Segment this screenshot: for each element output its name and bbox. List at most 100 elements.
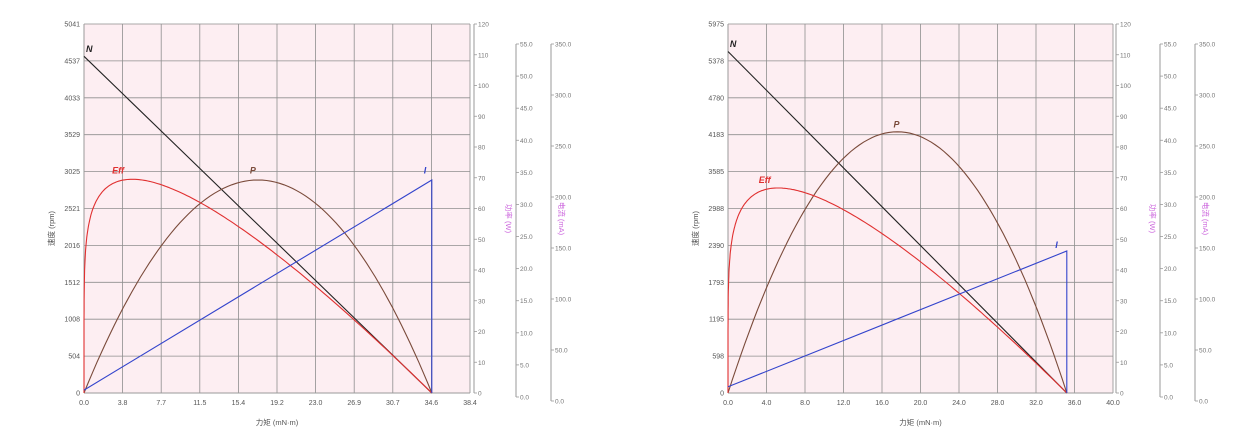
x-tick-label: 0.0: [79, 400, 89, 407]
y-right1-axis-tick-label: 100: [478, 83, 489, 90]
y-right1-axis-title: 功率 (W): [1148, 204, 1158, 234]
x-tick-label: 3.8: [118, 400, 128, 407]
curve-label-p: P: [894, 119, 901, 129]
y-right2-axis-tick-label: 50.0: [1164, 74, 1177, 81]
y-left-tick-label: 5041: [64, 22, 80, 29]
curve-label-i: I: [424, 165, 427, 175]
y-right2-axis-tick-label: 15.0: [1164, 298, 1177, 305]
curve-label-n: N: [730, 39, 737, 49]
y-right2-axis-tick-label: 15.0: [520, 298, 533, 305]
y-right2-axis-tick-label: 10.0: [1164, 330, 1177, 337]
y-right2-axis-tick-label: 35.0: [520, 170, 533, 177]
y-right2-axis-tick-label: 35.0: [1164, 170, 1177, 177]
series-line-i: [727, 250, 1068, 393]
series-line-n: [727, 51, 1068, 394]
y-right2-axis-tick-label: 5.0: [520, 362, 529, 369]
x-tick-label: 30.7: [386, 400, 400, 407]
x-tick-label: 0.0: [723, 400, 733, 407]
y-right3-axis-tick-label: 150.0: [1199, 246, 1216, 253]
y-right1-axis-title: 功率 (W): [504, 204, 514, 234]
y-right3-axis-tick-label: 350.0: [555, 42, 572, 49]
y-right1-axis-tick-label: 70: [478, 175, 486, 182]
y-right1-axis-tick-label: 50: [1120, 237, 1128, 244]
chart-right: 0.0 4.0 8.0 12.0 16.0 20.0 24.0 28.0 32.0 36.0 40.…: [690, 22, 1216, 428]
x-tick-label: 36.0: [1068, 400, 1082, 407]
y-right3-axis-tick-label: 250.0: [555, 144, 572, 151]
y-left-tick-label: 1793: [708, 280, 724, 287]
y-right2-axis-tick-label: 55.0: [1164, 42, 1177, 49]
y-right3-axis-tick-label: 50.0: [555, 348, 568, 355]
y-left-tick-label: 5378: [708, 58, 724, 65]
y-right2-axis-tick-label: 55.0: [520, 42, 533, 49]
y-left-tick-label: 4033: [64, 95, 80, 102]
y-right1-axis-tick-label: 20: [1120, 329, 1128, 336]
x-tick-label: 38.4: [463, 400, 477, 407]
series-line-n: [83, 55, 433, 394]
y-right2-axis-tick-label: 45.0: [1164, 106, 1177, 113]
y-right1-axis-tick-label: 60: [1120, 206, 1128, 213]
y-right2-axis-tick-label: 40.0: [520, 138, 533, 145]
y-left-tick-label: 0: [720, 391, 724, 398]
y-right1-axis-tick-label: 30: [478, 298, 486, 305]
y-right2-axis-tick-label: 0.0: [1164, 395, 1173, 402]
y-left-tick-label: 1195: [709, 317, 724, 324]
x-tick-label: 20.0: [914, 400, 928, 407]
y-right3-axis-tick-label: 50.0: [1199, 348, 1212, 355]
x-tick-label: 32.0: [1029, 400, 1043, 407]
series-line-i: [83, 179, 433, 393]
y-right2-axis-tick-label: 20.0: [1164, 266, 1177, 273]
y-right1-axis-tick-label: 30: [1120, 298, 1128, 305]
y-right1-axis-tick-label: 10: [478, 360, 486, 367]
x-axis-title: 力矩 (mN·m): [256, 417, 299, 427]
y-right2-axis-tick-label: 5.0: [1164, 362, 1173, 369]
y-right1-axis-tick-label: 0: [1120, 391, 1124, 398]
x-tick-label: 11.5: [193, 400, 206, 407]
y-right1-axis-tick-label: 110: [1120, 52, 1131, 59]
y-right1-axis-tick-label: 10: [1120, 360, 1128, 367]
y-right1-axis-tick-label: 100: [1120, 83, 1131, 90]
y-right3-axis-tick-label: 100.0: [1199, 297, 1216, 304]
x-tick-label: 34.6: [425, 400, 439, 407]
y-left-tick-label: 598: [712, 354, 724, 361]
y-right2-axis-tick-label: 30.0: [520, 202, 533, 209]
x-tick-label: 40.0: [1106, 400, 1120, 407]
y-right1-axis-tick-label: 40: [1120, 268, 1128, 275]
y-left-tick-label: 2016: [64, 243, 80, 250]
series-line-p: [727, 131, 1068, 394]
y-left-axis-title: 速度 (rpm): [46, 211, 56, 246]
curve-label-eff: Eff: [759, 175, 772, 185]
y-left-tick-label: 3585: [708, 169, 724, 176]
y-right3-axis-tick-label: 150.0: [555, 246, 572, 253]
y-right2-axis-tick-label: 45.0: [520, 106, 533, 113]
y-right2-axis-tick-label: 25.0: [1164, 234, 1177, 241]
y-left-tick-label: 5975: [708, 22, 724, 29]
curve-label-n: N: [86, 44, 93, 54]
y-right2-axis-tick-label: 40.0: [1164, 138, 1177, 145]
x-tick-label: 12.0: [837, 400, 851, 407]
y-left-tick-label: 4780: [708, 95, 724, 102]
x-tick-label: 8.0: [800, 400, 810, 407]
y-right2-axis-tick-label: 20.0: [520, 266, 533, 273]
y-left-tick-label: 2988: [708, 206, 724, 213]
y-right2-axis-tick-label: 30.0: [1164, 202, 1177, 209]
y-right2-axis-title: 电流 (mA): [1201, 202, 1211, 236]
y-right1-axis-tick-label: 90: [1120, 114, 1128, 121]
y-right3-axis-tick-label: 250.0: [1199, 144, 1216, 151]
y-right3-axis-tick-label: 300.0: [555, 93, 572, 100]
y-left-tick-label: 4183: [708, 132, 724, 139]
curve-label-eff: Eff: [112, 165, 125, 175]
x-tick-label: 28.0: [991, 400, 1005, 407]
y-right1-axis-tick-label: 120: [1120, 22, 1131, 29]
y-right3-axis-tick-label: 0.0: [1199, 399, 1208, 406]
y-right1-axis-tick-label: 20: [478, 329, 486, 336]
x-tick-label: 24.0: [952, 400, 966, 407]
y-right1-axis-tick-label: 50: [478, 237, 486, 244]
y-left-axis-title: 速度 (rpm): [690, 211, 700, 246]
x-tick-label: 19.2: [270, 400, 284, 407]
y-right3-axis-tick-label: 350.0: [1199, 42, 1216, 49]
y-right3-axis-tick-label: 200.0: [555, 195, 572, 202]
y-left-tick-label: 504: [68, 354, 80, 361]
y-right2-axis-tick-label: 0.0: [520, 395, 529, 402]
y-right2-axis-tick-label: 10.0: [520, 330, 533, 337]
y-left-tick-label: 2390: [708, 243, 724, 250]
